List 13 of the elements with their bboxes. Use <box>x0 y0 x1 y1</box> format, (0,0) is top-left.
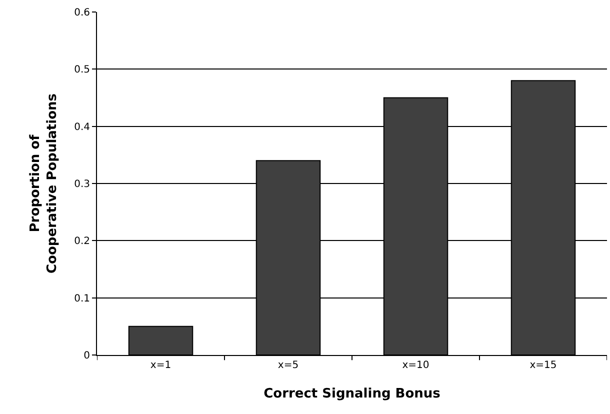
x-tick-label: x=10 <box>402 360 430 371</box>
x-tick-label: x=5 <box>278 360 299 371</box>
y-tick-label: 0.3 <box>74 179 90 190</box>
y-axis-title: Proportion of Cooperative Populations <box>28 93 60 274</box>
y-tick-label: 0.6 <box>74 8 90 18</box>
y-tick-label: 0.2 <box>74 236 90 248</box>
y-tick-label: 0 <box>84 350 90 362</box>
y-tick-label: 0.4 <box>74 122 90 133</box>
y-tick-label: 0.5 <box>74 64 90 76</box>
x-tick-label: x=15 <box>530 360 557 371</box>
x-tick-label: x=1 <box>150 360 172 371</box>
y-tick-label: 0.1 <box>74 293 90 304</box>
x-axis-title: Correct Signaling Bonus <box>264 386 441 402</box>
